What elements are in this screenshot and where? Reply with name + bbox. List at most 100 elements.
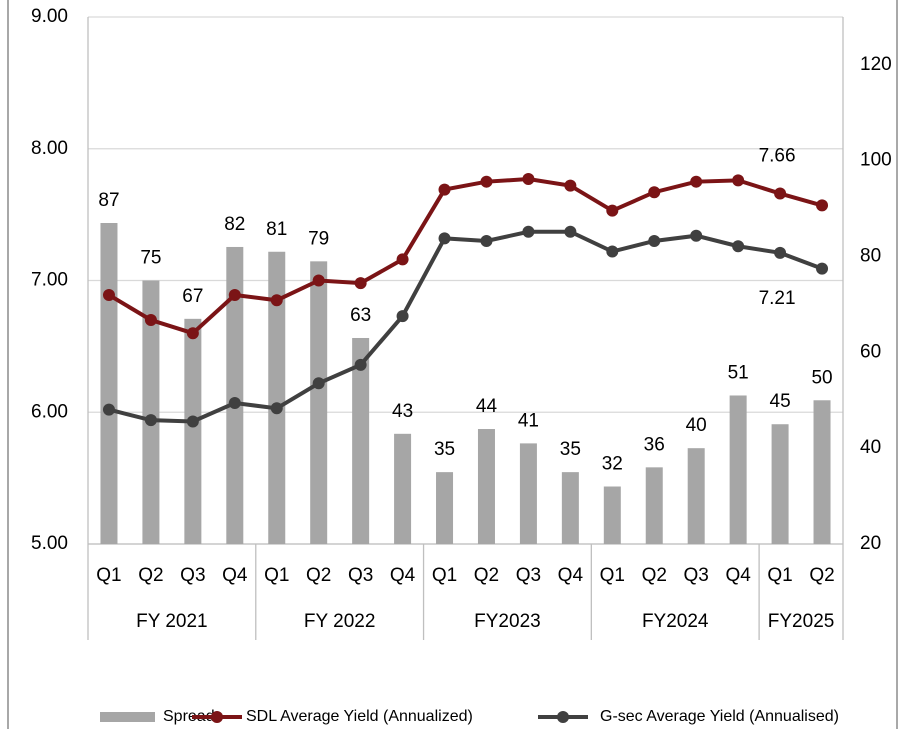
bar-label: 79 [308, 228, 329, 249]
marker [102, 288, 115, 301]
marker [816, 262, 829, 275]
x-tick-label: Q1 [96, 565, 121, 586]
marker [522, 173, 535, 186]
y2-tick-label: 40 [860, 437, 881, 458]
marker [312, 274, 325, 287]
x-tick-label: Q1 [600, 565, 625, 586]
bar [813, 400, 831, 544]
x-tick-label: Q3 [684, 565, 709, 586]
marker [186, 415, 199, 428]
legend-label: Spread [163, 708, 215, 725]
marker [396, 253, 409, 266]
bar [645, 467, 663, 544]
x-tick-label: Q3 [348, 565, 373, 586]
marker [522, 225, 535, 238]
line-label: 7.21 [759, 288, 796, 309]
y-tick-label: 5.00 [31, 533, 68, 554]
y-tick-label: 6.00 [31, 401, 68, 422]
x-tick-label: Q2 [306, 565, 331, 586]
bar-label: 63 [350, 305, 371, 326]
y2-tick-label: 60 [860, 341, 881, 362]
marker [228, 397, 241, 410]
x-tick-label: Q3 [180, 565, 205, 586]
legend-label: G-sec Average Yield (Annualised) [600, 708, 839, 725]
x-tick-label: Q2 [809, 565, 834, 586]
marker [144, 414, 157, 427]
bar-label: 75 [140, 248, 161, 269]
marker [480, 234, 493, 247]
legend-swatch [100, 712, 155, 722]
x-tick-label: Q1 [432, 565, 457, 586]
marker [816, 199, 829, 212]
x-tick-label: Q3 [516, 565, 541, 586]
y-tick-label: 9.00 [31, 6, 68, 27]
bar [519, 443, 537, 544]
bar [729, 395, 747, 544]
y-tick-label: 7.00 [31, 270, 68, 291]
legend-marker [557, 711, 569, 723]
bar-label: 35 [560, 439, 581, 460]
bar-label: 81 [266, 219, 287, 240]
marker [564, 225, 577, 238]
bar-label: 87 [98, 190, 119, 211]
frame [7, 0, 898, 729]
bar [561, 472, 579, 544]
marker [270, 294, 283, 307]
bar-label: 32 [602, 454, 623, 475]
group-label: FY 2021 [136, 611, 207, 632]
bar [352, 337, 370, 544]
bar-label: 36 [644, 434, 665, 455]
bar-label: 43 [392, 401, 413, 422]
group-label: FY2025 [768, 611, 835, 632]
bar-label: 45 [770, 391, 791, 412]
y2-tick-label: 80 [860, 246, 881, 267]
marker [648, 186, 661, 199]
marker [690, 175, 703, 188]
bar [100, 223, 118, 544]
y-tick-label: 8.00 [31, 138, 68, 159]
bar [771, 424, 789, 544]
marker [564, 179, 577, 192]
marker [102, 403, 115, 416]
x-tick-label: Q4 [558, 565, 584, 586]
bar-label: 67 [182, 286, 203, 307]
bar [603, 486, 621, 544]
bar [226, 246, 244, 545]
line [108, 229, 823, 424]
marker [144, 314, 157, 327]
y2-tick-label: 120 [860, 54, 892, 75]
bar-label: 35 [434, 439, 455, 460]
marker [690, 229, 703, 242]
marker [732, 174, 745, 187]
marker [606, 245, 619, 258]
bar [310, 261, 328, 544]
bar-label: 82 [224, 214, 245, 235]
legend-marker [211, 711, 223, 723]
bar [394, 433, 412, 544]
x-tick-label: Q2 [138, 565, 163, 586]
marker [228, 288, 241, 301]
bar-label: 44 [476, 396, 498, 417]
marker [354, 358, 367, 371]
x-tick-label: Q4 [390, 565, 416, 586]
marker [270, 402, 283, 415]
marker [480, 175, 493, 188]
bar [687, 448, 705, 544]
x-tick-label: Q2 [474, 565, 499, 586]
bar-label: 51 [728, 362, 749, 383]
bar-label: 40 [686, 415, 707, 436]
group-label: FY 2022 [304, 611, 375, 632]
marker [606, 204, 619, 217]
marker [774, 187, 787, 200]
legend-label: SDL Average Yield (Annualized) [246, 708, 473, 725]
bar [184, 318, 202, 544]
x-tick-label: Q1 [264, 565, 289, 586]
marker [396, 310, 409, 323]
group-label: FY2024 [642, 611, 709, 632]
marker [354, 277, 367, 290]
marker [438, 232, 451, 245]
marker [774, 246, 787, 259]
x-tick-label: Q4 [725, 565, 751, 586]
bar [268, 251, 286, 544]
